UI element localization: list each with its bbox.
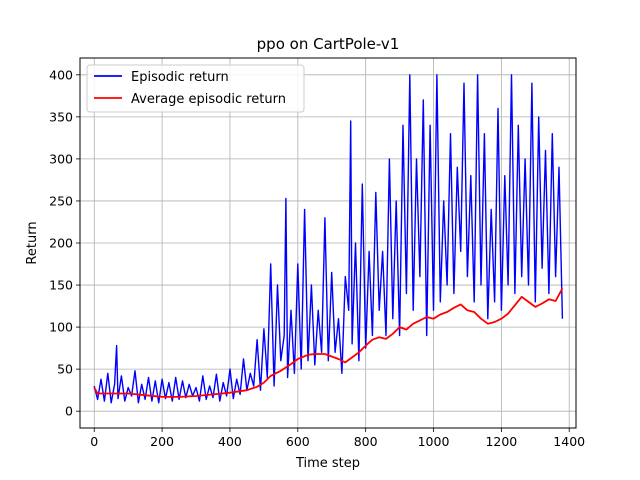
chart-title: ppo on CartPole-v1	[257, 35, 400, 53]
series-layer	[93, 74, 564, 404]
legend-label-average-return: Average episodic return	[131, 92, 286, 107]
x-tick-label: 400	[218, 434, 242, 449]
y-axis-label: Return	[25, 221, 40, 264]
y-tick-label: 250	[49, 193, 73, 208]
y-tick-label: 300	[49, 151, 73, 166]
x-axis-label: Time step	[295, 456, 360, 471]
x-tick-label: 1200	[485, 434, 517, 449]
x-tick-label: 200	[150, 434, 174, 449]
y-tick-label: 0	[65, 404, 73, 419]
legend-label-episodic-return: Episodic return	[131, 70, 229, 85]
y-tick-label: 200	[49, 236, 73, 251]
x-tick-label: 0	[90, 434, 98, 449]
series-line-average-return	[93, 287, 564, 398]
x-tick-label: 600	[286, 434, 310, 449]
y-tick-label: 150	[49, 278, 73, 293]
y-tick-label: 350	[49, 109, 73, 124]
x-tick-label: 1000	[418, 434, 450, 449]
legend: Episodic return Average episodic return	[86, 64, 305, 113]
y-tick-label: 100	[49, 320, 73, 335]
legend-box	[86, 64, 305, 113]
y-tick-label: 400	[49, 67, 73, 82]
tick-layer: 0 200 400 600 800 1000 1200 1400 0 50 100 150 200 250…	[49, 67, 585, 449]
y-tick-label: 50	[57, 362, 73, 377]
x-tick-label: 1400	[553, 434, 585, 449]
series-line-episodic-return	[93, 74, 564, 404]
x-tick-label: 800	[354, 434, 378, 449]
